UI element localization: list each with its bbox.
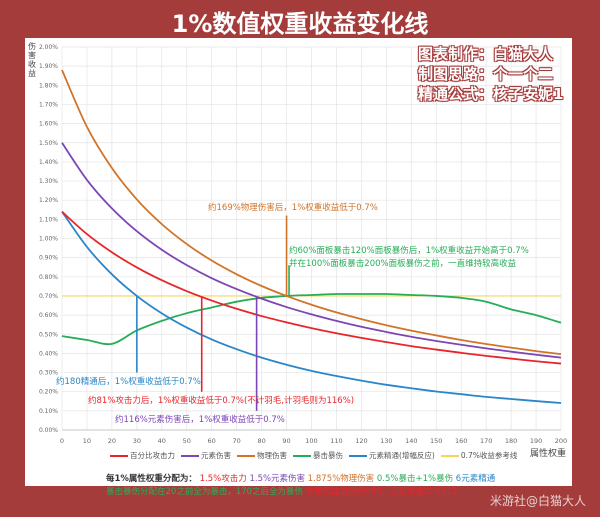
x-tick-label: 180 bbox=[505, 437, 517, 445]
x-tick-label: 70 bbox=[233, 437, 241, 445]
x-tick-label: 100 bbox=[305, 437, 317, 445]
series-line-0 bbox=[61, 211, 562, 365]
x-tick-label: 30 bbox=[133, 437, 141, 445]
chart-title: 1%数值权重收益变化线 bbox=[171, 10, 429, 38]
y-tick-label: 0.70% bbox=[39, 293, 58, 300]
x-tick-label: 110 bbox=[330, 437, 342, 445]
y-tick-label: 1.60% bbox=[39, 121, 58, 128]
x-tick-label: 20 bbox=[108, 437, 116, 445]
legend-item: 物理伤害 bbox=[237, 450, 287, 461]
legend-swatch bbox=[237, 455, 255, 457]
x-tick-label: 40 bbox=[158, 437, 166, 445]
note-crit: 0.5%暴击+1%暴伤 bbox=[376, 474, 454, 484]
legend-label: 元素伤害 bbox=[201, 451, 231, 460]
y-tick-label: 1.80% bbox=[39, 82, 58, 89]
y-tick-label: 0.40% bbox=[39, 350, 58, 357]
note-elem: 1.5%元素伤害 bbox=[249, 474, 306, 484]
x-tick-label: 90 bbox=[282, 437, 290, 445]
chart-panel bbox=[25, 38, 572, 486]
legend-item: 百分比攻击力 bbox=[110, 450, 175, 461]
legend-label: 元素精通(增幅反应) bbox=[369, 451, 435, 460]
credit-line: 精通公式：核子安妮1 bbox=[418, 85, 564, 103]
y-tick-label: 0.20% bbox=[39, 389, 58, 396]
series-line-3 bbox=[61, 293, 562, 346]
legend: 百分比攻击力 元素伤害 物理伤害 暴击暴伤 元素精通(增幅反应) 0.7%收益参考线 bbox=[110, 450, 517, 461]
y-tick-label: 0.30% bbox=[39, 370, 58, 377]
legend-swatch bbox=[181, 455, 199, 457]
x-tick-label: 50 bbox=[183, 437, 191, 445]
series-line-1 bbox=[61, 142, 562, 359]
y-tick-label: 1.90% bbox=[39, 63, 58, 70]
note-em: 6元素精通 bbox=[455, 474, 496, 484]
y-tick-label: 2.00% bbox=[39, 44, 58, 51]
x-tick-label: 200 bbox=[555, 437, 567, 445]
annotation-physical: 约169%物理伤害后，1%权重收益低于0.7% bbox=[208, 203, 378, 213]
note-atk-base: 攻击收益白值取900，羽毛攻击力为311 bbox=[305, 487, 458, 497]
legend-item: 元素精通(增幅反应) bbox=[349, 450, 435, 461]
legend-swatch bbox=[440, 455, 459, 457]
legend-label: 百分比攻击力 bbox=[130, 451, 175, 460]
watermark: 米游社@白猫大人 bbox=[489, 494, 586, 508]
legend-label: 物理伤害 bbox=[257, 451, 287, 460]
series-line-2 bbox=[61, 69, 562, 356]
x-tick-label: 0 bbox=[60, 437, 64, 445]
credits: 图表制作：白猫大人 制图思路：个一个二 精通公式：核子安妮1 bbox=[418, 44, 563, 104]
y-tick-label: 1.10% bbox=[39, 216, 58, 223]
x-tick-label: 60 bbox=[208, 437, 216, 445]
annotation-em: 约180精通后，1%权重收益低于0.7% bbox=[56, 377, 201, 387]
y-tick-label: 1.30% bbox=[39, 178, 58, 185]
legend-label: 0.7%收益参考线 bbox=[460, 451, 518, 460]
note-atk: 1.5%攻击力 bbox=[199, 474, 247, 484]
y-tick-label: 0.00% bbox=[39, 427, 58, 434]
legend-swatch bbox=[293, 455, 311, 457]
y-tick-label: 1.70% bbox=[39, 101, 58, 108]
credit-line: 制图思路：个一个二 bbox=[418, 65, 554, 83]
y-tick-label: 0.10% bbox=[39, 408, 58, 415]
annotation-crit-1: 约60%面板暴击120%面板暴伤后，1%权重收益开始高于0.7% bbox=[289, 246, 529, 256]
legend-label: 暴击暴伤 bbox=[313, 451, 343, 460]
credit-line: 图表制作：白猫大人 bbox=[418, 45, 554, 63]
x-tick-label: 160 bbox=[455, 437, 467, 445]
note-line-1: 每1%属性权重分配为： 1.5%攻击力 1.5%元素伤害 1.875%物理伤害 … bbox=[106, 472, 495, 484]
x-tick-label: 140 bbox=[405, 437, 417, 445]
x-axis-label: 属性权重 bbox=[530, 449, 567, 459]
note-label: 每1%属性权重分配为： bbox=[106, 474, 197, 484]
annotation-crit-2: 并在100%面板暴击200%面板暴伤之前，一直维持较高收益 bbox=[289, 259, 517, 269]
y-tick-label: 1.40% bbox=[39, 159, 58, 166]
y-tick-label: 0.80% bbox=[39, 274, 58, 281]
x-tick-label: 10 bbox=[83, 437, 91, 445]
legend-swatch bbox=[349, 455, 367, 457]
y-tick-label: 0.90% bbox=[39, 255, 58, 262]
x-tick-label: 130 bbox=[380, 437, 392, 445]
legend-swatch bbox=[110, 455, 128, 457]
legend-item: 元素伤害 bbox=[181, 450, 231, 461]
y-axis-label: 伤害收益 bbox=[28, 42, 36, 78]
note-line-2: 暴击暴伤分配在20之前全为暴击，170之后全为暴伤 攻击收益白值取900，羽毛攻… bbox=[106, 485, 457, 497]
series-line-4 bbox=[61, 211, 562, 404]
note-phys: 1.875%物理伤害 bbox=[307, 474, 375, 484]
note-crit-split: 暴击暴伤分配在20之前全为暴击，170之后全为暴伤 bbox=[106, 487, 304, 497]
x-tick-label: 150 bbox=[430, 437, 442, 445]
x-tick-label: 170 bbox=[480, 437, 492, 445]
legend-item: 暴击暴伤 bbox=[293, 450, 343, 461]
y-tick-label: 1.20% bbox=[39, 197, 58, 204]
y-tick-label: 1.00% bbox=[39, 236, 58, 243]
x-tick-label: 120 bbox=[355, 437, 367, 445]
y-tick-label: 1.50% bbox=[39, 140, 58, 147]
annotation-elem: 约116%元素伤害后，1%权重收益低于0.7% bbox=[115, 415, 285, 425]
x-tick-label: 80 bbox=[257, 437, 265, 445]
legend-item: 0.7%收益参考线 bbox=[440, 450, 518, 461]
annotation-atk: 约81%攻击力后，1%权重收益低于0.7%(不计羽毛,计羽毛则为116%) bbox=[88, 396, 355, 406]
x-tick-label: 190 bbox=[530, 437, 542, 445]
y-tick-label: 0.50% bbox=[39, 331, 58, 338]
y-tick-label: 0.60% bbox=[39, 312, 58, 319]
